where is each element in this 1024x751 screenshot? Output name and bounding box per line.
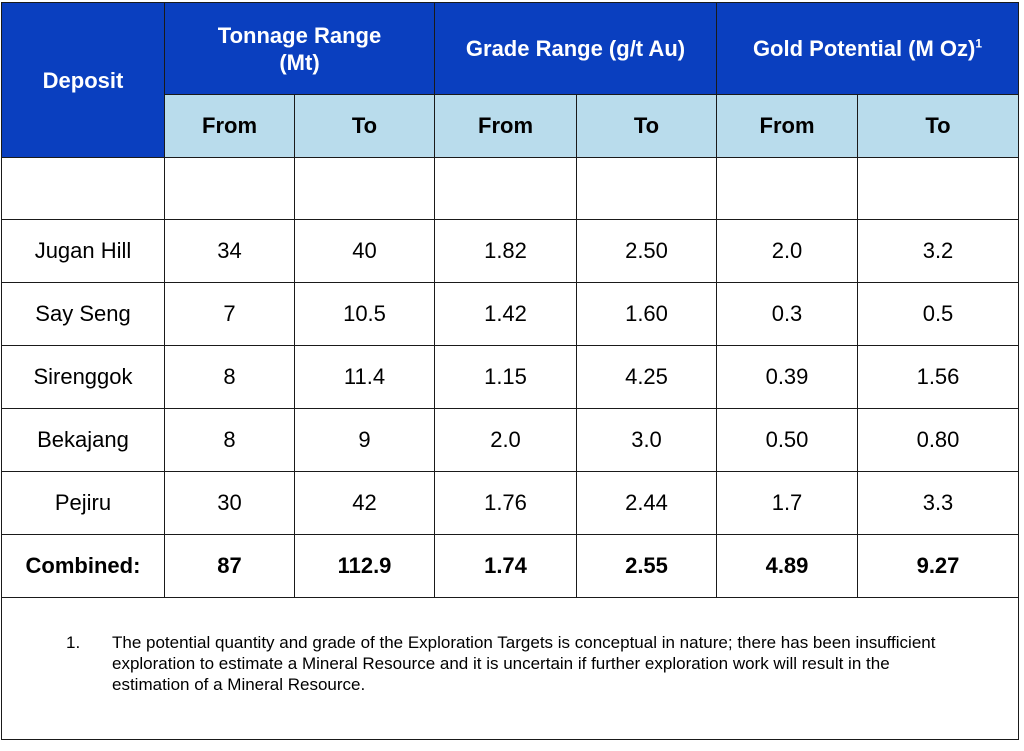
gold-to: 0.5: [857, 282, 1019, 346]
empty-cell: [164, 157, 295, 220]
empty-cell: [294, 157, 435, 220]
grade-to: 1.60: [576, 282, 717, 346]
deposit-name: Say Seng: [1, 282, 165, 346]
grade-to: 2.50: [576, 219, 717, 283]
deposit-name: Sirenggok: [1, 345, 165, 409]
footnote-text: The potential quantity and grade of the …: [112, 633, 936, 694]
header-row: Deposit Tonnage Range (Mt) Grade Range (…: [1, 2, 1019, 158]
tonnage-to: 42: [294, 471, 435, 535]
header-gold-label: Gold Potential (M Oz): [752, 36, 976, 61]
table-row-combined: Combined: 87 112.9 1.74 2.55 4.89 9.27: [1, 534, 1019, 598]
tonnage-to: 9: [294, 408, 435, 472]
grade-from: 1.76: [434, 471, 577, 535]
grade-from: 1.82: [434, 219, 577, 283]
header-deposit: Deposit: [1, 2, 165, 158]
header-tonnage-range: Tonnage Range (Mt): [164, 2, 435, 95]
empty-cell: [434, 157, 577, 220]
grade-from: 1.42: [434, 282, 577, 346]
table-row-say-seng: Say Seng 7 10.5 1.42 1.60 0.3 0.5: [1, 282, 1019, 346]
tonnage-from: 30: [164, 471, 295, 535]
footnote-cell: 1. The potential quantity and grade of t…: [1, 597, 1019, 740]
empty-cell: [857, 157, 1019, 220]
tonnage-to: 10.5: [294, 282, 435, 346]
combined-tonnage-from: 87: [164, 534, 295, 598]
tonnage-to: 11.4: [294, 345, 435, 409]
combined-gold-from: 4.89: [716, 534, 858, 598]
deposit-name: Pejiru: [1, 471, 165, 535]
grade-to: 3.0: [576, 408, 717, 472]
tonnage-to: 40: [294, 219, 435, 283]
footnote: 1. The potential quantity and grade of t…: [66, 632, 966, 695]
tonnage-from: 8: [164, 345, 295, 409]
header-grade-range: Grade Range (g/t Au): [434, 2, 717, 95]
grade-from: 1.15: [434, 345, 577, 409]
empty-cell: [1, 157, 165, 220]
grade-from: 2.0: [434, 408, 577, 472]
gold-from: 0.39: [716, 345, 858, 409]
tonnage-from: 34: [164, 219, 295, 283]
combined-grade-to: 2.55: [576, 534, 717, 598]
subheader-row: From To From To From To: [2, 94, 1019, 158]
empty-cell: [716, 157, 858, 220]
combined-gold-to: 9.27: [857, 534, 1019, 598]
table-row-bekajang: Bekajang 8 9 2.0 3.0 0.50 0.80: [1, 408, 1019, 472]
combined-label: Combined:: [1, 534, 165, 598]
header-gold-footnote-marker: 1: [975, 36, 983, 51]
deposit-name: Bekajang: [1, 408, 165, 472]
header-grade-label: Grade Range (g/t Au): [465, 36, 686, 61]
subheader-gold-from: From: [716, 94, 858, 158]
exploration-target-table: Deposit Tonnage Range (Mt) Grade Range (…: [1, 2, 1019, 740]
exploration-target-table-wrapper: Deposit Tonnage Range (Mt) Grade Range (…: [1, 2, 1019, 740]
table-row-jugan-hill: Jugan Hill 34 40 1.82 2.50 2.0 3.2: [1, 219, 1019, 283]
empty-cell: [576, 157, 717, 220]
footnote-number: 1.: [66, 633, 81, 652]
empty-row: [1, 157, 1019, 220]
subheader-gold-to: To: [857, 94, 1019, 158]
gold-to: 3.2: [857, 219, 1019, 283]
gold-to: 3.3: [857, 471, 1019, 535]
gold-from: 0.50: [716, 408, 858, 472]
subheader-grade-from: From: [434, 94, 577, 158]
deposit-name: Jugan Hill: [1, 219, 165, 283]
subheader-grade-to: To: [576, 94, 717, 158]
grade-to: 2.44: [576, 471, 717, 535]
combined-grade-from: 1.74: [434, 534, 577, 598]
gold-to: 0.80: [857, 408, 1019, 472]
table-row-sirenggok: Sirenggok 8 11.4 1.15 4.25 0.39 1.56: [1, 345, 1019, 409]
subheader-tonnage-to: To: [294, 94, 435, 158]
footnote-row: 1. The potential quantity and grade of t…: [1, 597, 1019, 740]
gold-to: 1.56: [857, 345, 1019, 409]
tonnage-from: 7: [164, 282, 295, 346]
tonnage-from: 8: [164, 408, 295, 472]
gold-from: 1.7: [716, 471, 858, 535]
header-gold-potential: Gold Potential (M Oz)1: [716, 2, 1019, 95]
grade-to: 4.25: [576, 345, 717, 409]
table-row-pejiru: Pejiru 30 42 1.76 2.44 1.7 3.3: [1, 471, 1019, 535]
gold-from: 0.3: [716, 282, 858, 346]
header-tonnage-label: Tonnage Range (Mt): [217, 22, 382, 75]
subheader-tonnage-from: From: [164, 94, 295, 158]
combined-tonnage-to: 112.9: [294, 534, 435, 598]
gold-from: 2.0: [716, 219, 858, 283]
